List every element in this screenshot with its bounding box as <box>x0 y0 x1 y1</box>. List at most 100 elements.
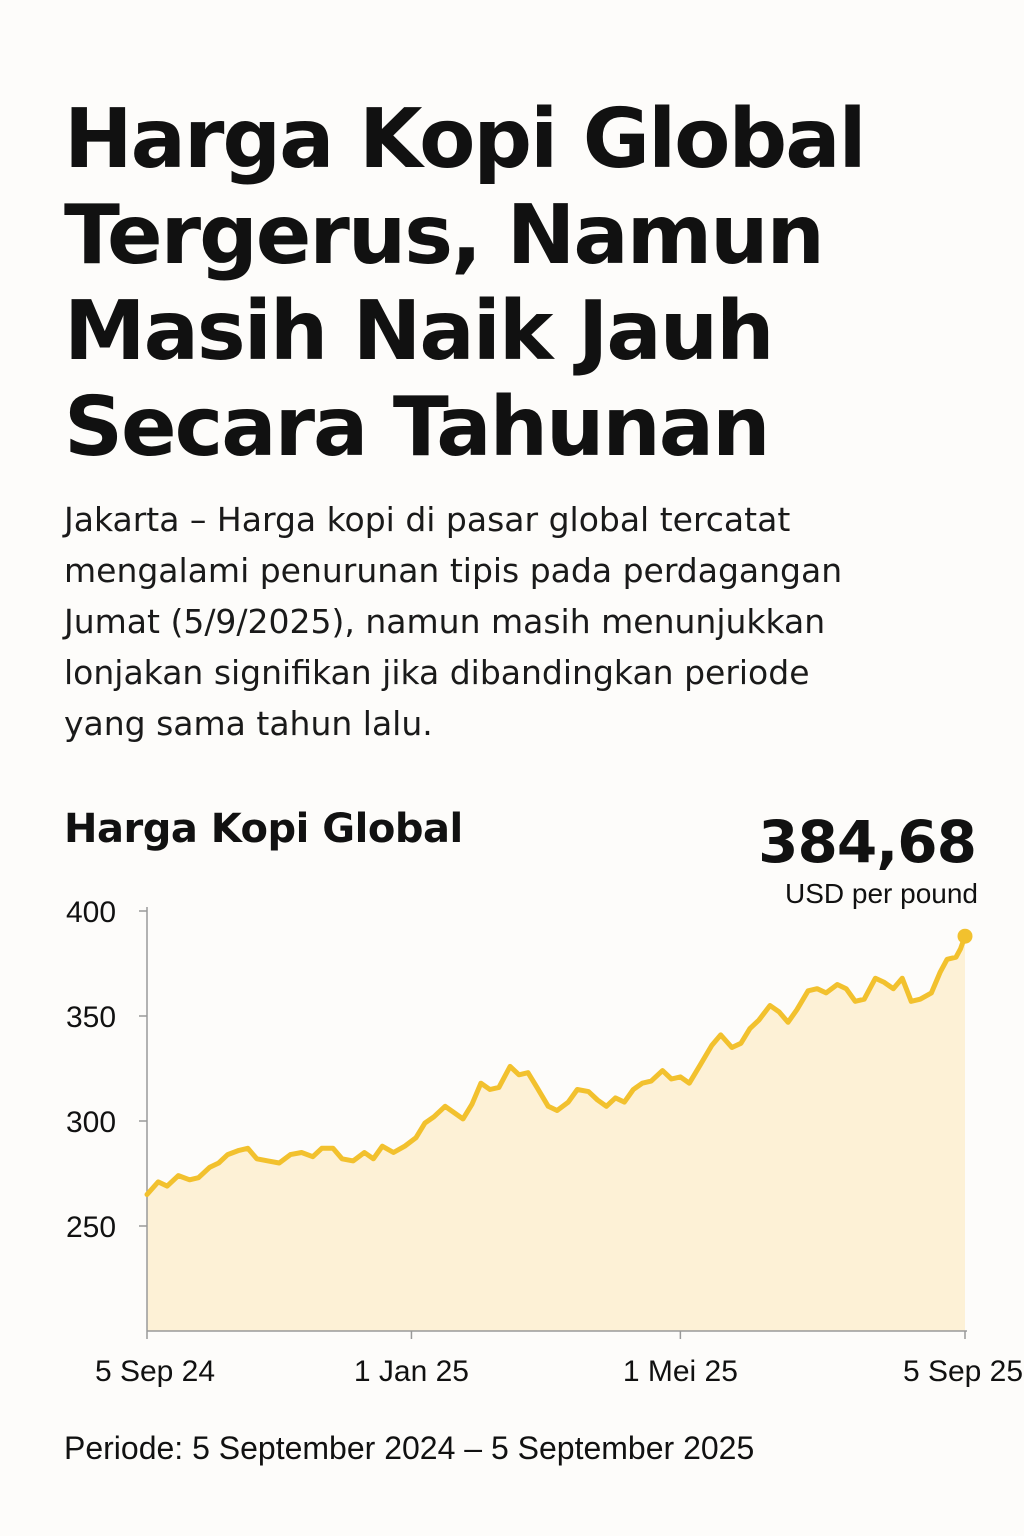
latest-value: 384,68 <box>758 808 977 876</box>
data-point <box>226 1153 230 1157</box>
data-point <box>757 1018 761 1022</box>
y-tick-label: 250 <box>66 1211 116 1244</box>
data-point <box>380 1144 384 1148</box>
data-point <box>699 1062 703 1066</box>
data-point <box>508 1064 512 1068</box>
data-point <box>423 1121 427 1125</box>
data-point <box>497 1085 501 1089</box>
x-tick-label: 1 Jan 25 <box>354 1355 469 1388</box>
data-point <box>277 1161 281 1165</box>
data-point <box>882 980 886 984</box>
y-tick-label: 350 <box>66 1001 116 1034</box>
data-point <box>517 1073 521 1077</box>
data-point <box>739 1041 743 1045</box>
x-tick-label: 1 Mei 25 <box>623 1355 738 1388</box>
x-tick-label: 5 Sep 24 <box>95 1355 215 1388</box>
data-point <box>461 1117 465 1121</box>
lede-paragraph: Jakarta – Harga kopi di pasar global ter… <box>64 494 964 749</box>
data-point <box>546 1104 550 1108</box>
data-point <box>945 957 949 961</box>
data-point <box>669 1077 673 1081</box>
y-tick-label: 400 <box>66 896 116 929</box>
data-point <box>266 1159 270 1163</box>
data-point <box>526 1071 530 1075</box>
data-point <box>806 989 810 993</box>
data-point <box>873 976 877 980</box>
data-point <box>918 997 922 1001</box>
data-point <box>835 983 839 987</box>
data-point <box>786 1020 790 1024</box>
data-point <box>351 1159 355 1163</box>
latest-point-marker <box>957 928 973 944</box>
period-caption: Periode: 5 September 2024 – 5 September … <box>64 1430 755 1466</box>
data-point <box>959 947 963 951</box>
data-point <box>288 1153 292 1157</box>
data-point <box>853 999 857 1003</box>
data-point <box>371 1157 375 1161</box>
data-point <box>362 1151 366 1155</box>
price-chart: 250 300 350 400 5 Sep 24 1 Jan 25 1 Mei 25 5 Se… <box>66 896 1023 1388</box>
data-point <box>862 997 866 1001</box>
data-point <box>488 1088 492 1092</box>
area-fill <box>147 936 965 1331</box>
lede-line: yang sama tahun lalu. <box>64 704 433 743</box>
data-point <box>661 1069 665 1073</box>
data-point <box>165 1184 169 1188</box>
data-point <box>768 1004 772 1008</box>
data-point <box>392 1151 396 1155</box>
data-point <box>687 1081 691 1085</box>
data-point <box>909 999 913 1003</box>
data-point <box>255 1157 259 1161</box>
data-point <box>954 955 958 959</box>
data-point <box>824 991 828 995</box>
data-point <box>176 1174 180 1178</box>
data-point <box>575 1088 579 1092</box>
data-point <box>640 1081 644 1085</box>
data-point <box>777 1010 781 1014</box>
data-point <box>555 1109 559 1113</box>
data-point <box>938 970 942 974</box>
latest-value-unit: USD per pound <box>784 878 978 909</box>
data-point <box>470 1102 474 1106</box>
lede-line: mengalami penurunan tipis pada perdagang… <box>64 551 843 590</box>
data-point <box>748 1027 752 1031</box>
data-point <box>891 987 895 991</box>
lede-line: lonjakan signifikan jika dibandingkan pe… <box>64 653 810 692</box>
data-point <box>795 1008 799 1012</box>
data-point <box>300 1151 304 1155</box>
data-point <box>604 1104 608 1108</box>
data-point <box>197 1176 201 1180</box>
data-point <box>452 1111 456 1115</box>
headline-line: Masih Naik Jauh <box>64 284 775 379</box>
headline-line: Tergerus, Namun <box>64 188 825 283</box>
data-point <box>710 1043 714 1047</box>
data-point <box>844 987 848 991</box>
data-point <box>678 1075 682 1079</box>
data-point <box>246 1146 250 1150</box>
data-point <box>217 1161 221 1165</box>
data-point <box>403 1144 407 1148</box>
data-point <box>414 1136 418 1140</box>
data-point <box>649 1079 653 1083</box>
data-point <box>479 1081 483 1085</box>
data-point <box>145 1193 149 1197</box>
data-point <box>340 1157 344 1161</box>
data-point <box>208 1165 212 1169</box>
headline: Harga Kopi Global Tergerus, Namun Masih … <box>64 92 964 476</box>
data-point <box>613 1096 617 1100</box>
y-tick-label: 300 <box>66 1106 116 1139</box>
headline-line: Harga Kopi Global <box>64 92 867 187</box>
data-point <box>900 976 904 980</box>
data-point <box>622 1100 626 1104</box>
data-point <box>730 1046 734 1050</box>
data-point <box>566 1100 570 1104</box>
price-line <box>144 933 968 1197</box>
data-point <box>311 1155 315 1159</box>
data-point <box>443 1104 447 1108</box>
data-point <box>432 1115 436 1119</box>
data-point <box>320 1146 324 1150</box>
data-point <box>929 991 933 995</box>
data-point <box>587 1090 591 1094</box>
data-point <box>331 1146 335 1150</box>
data-point <box>596 1098 600 1102</box>
